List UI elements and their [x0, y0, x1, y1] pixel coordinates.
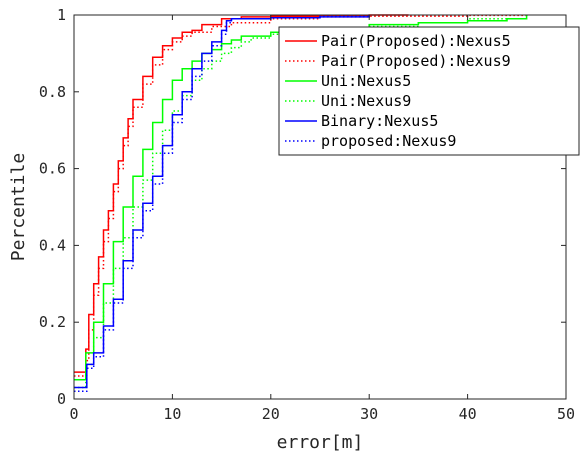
y-axis-label: Percentile — [8, 153, 29, 261]
series-line-2 — [74, 15, 528, 381]
y-axis-ticks: 0 0.2 0.4 0.6 0.8 1 — [39, 6, 566, 408]
y-tick-label: 0.2 — [39, 313, 66, 331]
y-tick-label: 0.6 — [39, 160, 66, 178]
x-tick-label: 40 — [459, 405, 477, 423]
legend-label-3: Uni:Nexus9 — [321, 92, 411, 110]
legend-label-2: Uni:Nexus5 — [321, 72, 411, 90]
y-tick-label: 0 — [57, 390, 66, 408]
plot-frame — [73, 14, 567, 400]
legend-label-5: proposed:Nexus9 — [321, 132, 456, 150]
x-tick-label: 10 — [163, 405, 181, 423]
x-tick-label: 0 — [69, 405, 78, 423]
x-tick-label: 20 — [262, 405, 280, 423]
legend-label-0: Pair(Proposed):Nexus5 — [321, 32, 511, 50]
x-axis-label: error[m] — [277, 432, 364, 453]
legend-label-1: Pair(Proposed):Nexus9 — [321, 52, 511, 70]
y-tick-label: 0.8 — [39, 83, 66, 101]
y-tick-label: 0.4 — [39, 236, 66, 254]
y-tick-label: 1 — [57, 6, 66, 24]
legend-label-4: Binary:Nexus5 — [321, 112, 438, 130]
x-tick-label: 50 — [557, 405, 575, 423]
x-tick-label: 30 — [360, 405, 378, 423]
legend-box — [278, 26, 580, 156]
x-axis-ticks: 0 10 20 30 40 50 — [69, 15, 575, 423]
legend: Pair(Proposed):Nexus5 Pair(Proposed):Nexu… — [278, 26, 580, 156]
